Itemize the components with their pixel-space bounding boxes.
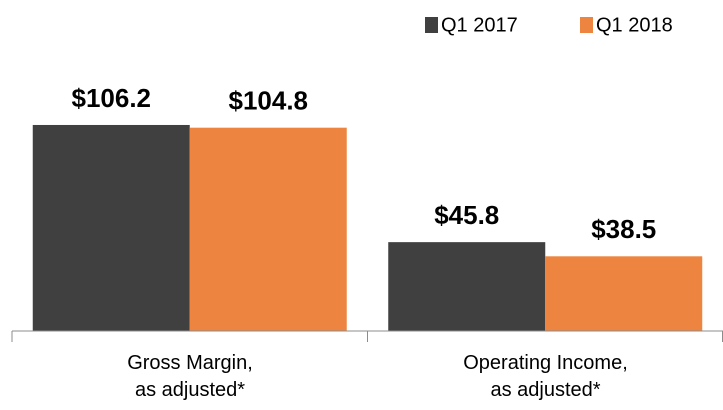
legend-label: Q1 2018 xyxy=(596,14,673,36)
x-tick-label: Gross Margin, as adjusted* xyxy=(127,352,253,401)
legend-swatch xyxy=(425,17,438,33)
value-label: $38.5 xyxy=(591,214,656,244)
legend-label: Q1 2017 xyxy=(441,14,518,36)
value-label: $45.8 xyxy=(434,200,499,230)
value-label: $104.8 xyxy=(228,86,308,116)
x-tick-label: Operating Income, as adjusted* xyxy=(463,352,628,401)
legend-swatch xyxy=(580,17,593,33)
bar xyxy=(32,124,190,331)
bar xyxy=(189,127,347,331)
bar xyxy=(388,242,546,331)
bar xyxy=(545,256,703,331)
value-label: $106.2 xyxy=(71,83,151,113)
